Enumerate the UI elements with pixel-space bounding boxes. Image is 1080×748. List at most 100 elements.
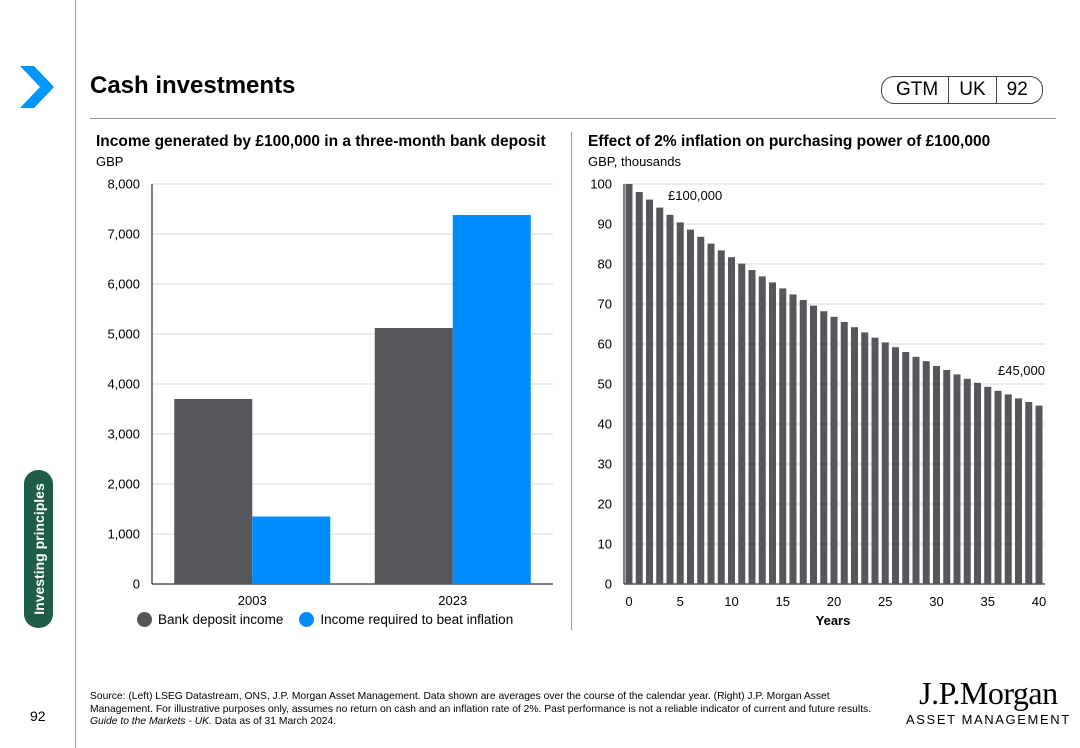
left-y-tick-label: 0 xyxy=(133,577,140,592)
left-chart-unit: GBP xyxy=(96,154,124,169)
left-y-tick-label: 1,000 xyxy=(107,527,140,542)
footnote-date: Data as of 31 March 2024. xyxy=(211,716,337,727)
right-bar xyxy=(974,382,981,584)
right-bar xyxy=(1004,394,1012,584)
right-bar xyxy=(1015,398,1022,584)
right-y-tick-label: 90 xyxy=(598,217,612,232)
left-y-tick-label: 2,000 xyxy=(107,477,140,492)
right-x-tick-label: 0 xyxy=(625,594,632,609)
right-bar xyxy=(820,311,828,584)
section-tab: Investing principles xyxy=(24,470,53,628)
right-y-tick-label: 100 xyxy=(590,177,612,192)
right-bar xyxy=(1035,405,1043,584)
right-bar xyxy=(769,282,776,584)
chevron-right-icon xyxy=(20,66,54,108)
left-margin-rule xyxy=(75,0,76,748)
badge-gtm: GTM xyxy=(896,79,939,100)
left-chart-legend: Bank deposit income Income required to b… xyxy=(137,612,529,627)
right-y-tick-label: 30 xyxy=(598,457,612,472)
right-bar xyxy=(994,390,1002,584)
badge-region: UK xyxy=(948,77,995,103)
right-bar xyxy=(902,352,910,584)
page-number: 92 xyxy=(30,708,46,724)
right-x-tick-label: 10 xyxy=(724,594,738,609)
right-bar xyxy=(881,342,889,584)
right-y-tick-label: 70 xyxy=(598,297,612,312)
right-y-tick-label: 40 xyxy=(598,417,612,432)
right-bar xyxy=(789,294,797,584)
right-bar xyxy=(810,305,817,584)
right-bar xyxy=(738,263,746,584)
right-chart-unit: GBP, thousands xyxy=(588,154,681,169)
footnote-text: Source: (Left) LSEG Datastream, ONS, J.P… xyxy=(90,691,872,715)
right-x-tick-label: 20 xyxy=(827,594,841,609)
legend-label-bank-deposit: Bank deposit income xyxy=(158,612,284,627)
jpmorgan-logo: J.P.Morgan ASSET MANAGEMENT xyxy=(906,676,1071,727)
right-bar xyxy=(625,184,633,584)
right-bar xyxy=(830,316,838,584)
left-chart-title: Income generated by £100,000 in a three-… xyxy=(96,133,546,150)
left-x-tick-label: 2023 xyxy=(438,593,467,608)
left-y-tick-label: 5,000 xyxy=(107,327,140,342)
right-bar xyxy=(779,288,787,584)
right-y-tick-label: 20 xyxy=(598,497,612,512)
right-bar xyxy=(861,332,869,584)
right-y-tick-label: 60 xyxy=(598,337,612,352)
right-bar xyxy=(707,243,715,584)
right-bar xyxy=(646,199,653,584)
right-bar xyxy=(758,276,766,584)
right-bar xyxy=(687,229,694,584)
right-bar xyxy=(635,192,643,584)
right-x-axis-title: Years xyxy=(816,613,851,628)
right-bar xyxy=(666,214,674,585)
left-x-tick-label: 2003 xyxy=(238,593,267,608)
legend-swatch-blue xyxy=(299,612,315,627)
right-x-tick-label: 25 xyxy=(878,594,892,609)
right-bar xyxy=(933,366,940,584)
right-bar xyxy=(943,370,951,584)
left-bar-bank-deposit xyxy=(174,399,253,584)
left-bar-inflation xyxy=(252,516,331,584)
left-bar-inflation xyxy=(452,215,531,584)
header-rule xyxy=(90,118,1056,119)
right-bar xyxy=(963,378,971,584)
left-y-tick-label: 3,000 xyxy=(107,427,140,442)
gtm-badge: GTM UK 92 xyxy=(881,76,1043,104)
legend-item-bank-deposit: Bank deposit income xyxy=(137,612,283,627)
right-bar xyxy=(1025,402,1033,584)
right-y-tick-label: 80 xyxy=(598,257,612,272)
right-x-tick-label: 30 xyxy=(929,594,943,609)
left-bar-bank-deposit xyxy=(374,328,453,584)
right-bar xyxy=(799,300,807,584)
footnote-guide-title: Guide to the Markets - UK. xyxy=(90,716,212,727)
right-bar xyxy=(912,356,920,584)
right-chart-title: Effect of 2% inflation on purchasing pow… xyxy=(588,133,991,150)
annotation-start-value: £100,000 xyxy=(668,188,722,203)
page-title: Cash investments xyxy=(90,72,296,99)
right-bar xyxy=(871,337,879,584)
right-bar xyxy=(656,207,664,584)
left-y-tick-label: 4,000 xyxy=(107,377,140,392)
right-bar xyxy=(851,327,858,584)
right-bar xyxy=(717,250,725,584)
source-footnote: Source: (Left) LSEG Datastream, ONS, J.P… xyxy=(90,691,890,729)
right-x-tick-label: 5 xyxy=(677,594,684,609)
right-x-tick-label: 15 xyxy=(776,594,790,609)
section-tab-label: Investing principles xyxy=(30,483,47,615)
logo-wordmark: J.P.Morgan xyxy=(919,675,1058,711)
annotation-end-value: £45,000 xyxy=(998,363,1045,378)
legend-label-inflation: Income required to beat inflation xyxy=(320,612,514,627)
right-bar xyxy=(697,236,705,585)
right-y-tick-label: 10 xyxy=(598,537,612,552)
left-y-tick-label: 7,000 xyxy=(107,227,140,242)
right-bar xyxy=(892,347,899,584)
right-bar xyxy=(922,361,930,584)
legend-swatch-dark xyxy=(137,612,152,627)
right-bar xyxy=(748,270,756,584)
right-bar xyxy=(840,322,848,584)
badge-page: 92 xyxy=(995,77,1042,103)
right-x-tick-label: 35 xyxy=(981,594,995,609)
right-bar xyxy=(953,374,961,584)
